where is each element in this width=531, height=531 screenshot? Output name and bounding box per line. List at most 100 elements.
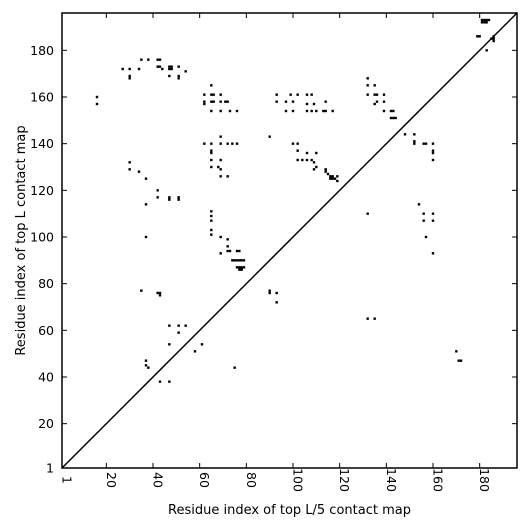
contact-point [310, 93, 313, 96]
contact-point [413, 133, 416, 136]
contact-point [324, 168, 327, 171]
contact-point [336, 179, 339, 183]
contact-point [305, 158, 309, 162]
contact-point [210, 84, 213, 87]
y-tick-label: 100 [30, 230, 54, 245]
contact-point [219, 168, 222, 171]
contact-point [158, 380, 162, 383]
contact-point [210, 158, 213, 162]
contact-point [231, 259, 234, 262]
contact-point [144, 235, 148, 239]
contact-point [210, 142, 213, 145]
y-tick-label: 20 [38, 416, 54, 431]
contact-point [487, 18, 491, 22]
contact-point [128, 77, 131, 80]
contact-point [219, 252, 222, 255]
x-axis-label: Residue index of top L/5 contact map [168, 503, 411, 518]
contact-point [217, 165, 220, 169]
contact-point [235, 266, 239, 269]
contact-point [296, 149, 299, 152]
contact-point [203, 100, 206, 103]
contact-point [210, 109, 213, 113]
contact-point [177, 196, 180, 199]
contact-point [161, 67, 164, 71]
contact-point [226, 100, 229, 103]
contact-point [219, 109, 222, 113]
contact-point [296, 142, 299, 145]
contact-point [147, 58, 150, 61]
contact-point [128, 74, 131, 78]
contact-point [366, 77, 369, 80]
contact-point [156, 196, 159, 199]
y-tick-label: 140 [30, 136, 54, 151]
contact-point [291, 100, 295, 103]
contact-point [158, 58, 162, 61]
contact-point [128, 67, 131, 71]
contact-point [485, 18, 488, 22]
contact-point [203, 93, 206, 96]
contact-point [170, 67, 173, 71]
contact-point [128, 161, 131, 164]
contact-point [336, 175, 339, 178]
contact-point [95, 102, 99, 106]
contact-point [296, 93, 299, 96]
contact-point [301, 158, 304, 162]
contact-point [305, 102, 309, 106]
contact-point [200, 343, 204, 346]
contact-point [238, 268, 241, 271]
contact-point [235, 142, 239, 145]
contact-point [382, 100, 386, 103]
contact-point [219, 235, 222, 239]
contact-point [212, 93, 215, 96]
contact-point [158, 291, 162, 295]
contact-point [233, 366, 236, 369]
contact-point [455, 350, 458, 353]
contact-point [310, 109, 313, 113]
contact-point [144, 177, 148, 180]
contact-point [333, 177, 337, 180]
contact-point [168, 324, 171, 327]
contact-point [389, 116, 393, 120]
contact-points [95, 18, 495, 383]
contact-point [373, 84, 376, 87]
contact-point [224, 100, 227, 103]
y-tick-label: 1 [46, 461, 54, 476]
y-tick-label: 80 [38, 276, 54, 291]
contact-point [275, 93, 278, 96]
contact-point [291, 109, 295, 113]
contact-point [478, 35, 481, 38]
contact-point [382, 109, 386, 113]
contact-point [291, 142, 295, 145]
y-tick-label: 40 [38, 370, 54, 385]
contact-point [275, 301, 278, 304]
contact-point [140, 289, 143, 292]
contact-point [324, 109, 327, 113]
contact-point [95, 95, 99, 99]
contact-point [238, 266, 241, 269]
contact-point [310, 158, 313, 162]
contact-point [394, 116, 397, 120]
contact-point [483, 18, 486, 22]
y-axis-label: Residue index of top L contact map [14, 125, 29, 355]
contact-point [203, 142, 206, 145]
contact-point [326, 172, 330, 176]
contact-point [212, 100, 215, 103]
contact-point [226, 175, 229, 178]
contact-point [168, 67, 171, 71]
x-tick-label: 160 [431, 468, 446, 492]
contact-point [235, 109, 239, 113]
contact-point [242, 259, 246, 262]
contact-point [422, 212, 425, 215]
contact-point [329, 175, 332, 178]
contact-point [459, 359, 463, 362]
contact-point [431, 142, 435, 145]
contact-point [210, 228, 213, 232]
contact-point [373, 102, 376, 106]
contact-point [413, 142, 416, 145]
contact-point [231, 142, 234, 145]
contact-point [431, 212, 435, 215]
contact-point [184, 324, 187, 327]
contact-point [373, 93, 376, 96]
